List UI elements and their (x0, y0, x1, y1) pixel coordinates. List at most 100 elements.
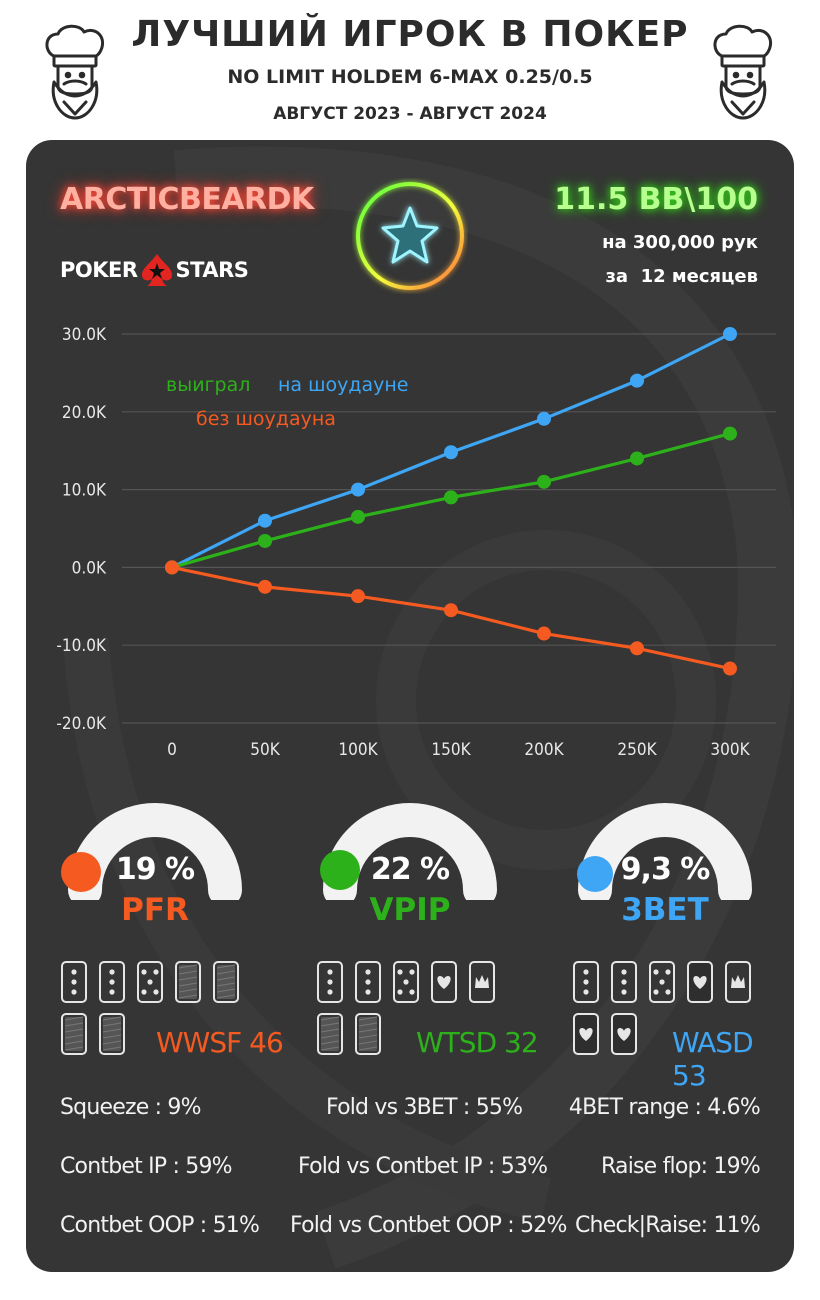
card-pip (365, 969, 371, 975)
card-back-line (64, 1028, 84, 1033)
series-point-0 (444, 445, 458, 460)
card-back-line (358, 1034, 378, 1039)
x-tick-label: 150K (431, 740, 471, 760)
card-back-line (102, 1022, 122, 1027)
series-point-1 (258, 533, 272, 548)
gauge-indicator (61, 852, 101, 892)
card-pip (365, 979, 371, 985)
card-pip (621, 979, 627, 985)
card-pip (327, 979, 333, 985)
card-pip (153, 969, 159, 975)
player-name: ARCTICBEARDK (60, 182, 314, 217)
card-pip (71, 989, 77, 995)
series-point-0 (630, 373, 644, 388)
stats-card: ARCTICBEARDK POKER STARS 11.5 BB\100 на … (26, 140, 794, 1272)
card-back-line (64, 1046, 84, 1051)
card-back-line (320, 1016, 340, 1021)
series-point-0 (723, 327, 737, 341)
card-pip (621, 969, 627, 975)
legend-showdown: на шоудауне (278, 374, 409, 396)
gauge-value: 9,3 % (620, 852, 711, 887)
card-pip (397, 989, 403, 995)
card-back-line (102, 1040, 122, 1045)
card-back-line (358, 1046, 378, 1051)
card-pip (141, 969, 147, 975)
card-back-line (178, 982, 198, 987)
gauge-label: VPIP (369, 892, 451, 928)
card-crown (731, 975, 745, 988)
stat-squeeze: Squeeze : 9% (60, 1095, 202, 1120)
card-back-pattern (359, 1017, 377, 1051)
card-back-line (64, 1040, 84, 1045)
stat-fold-vs-contbet-ip: Fold vs Contbet IP : 53% (298, 1154, 548, 1179)
card-back-line (102, 1046, 122, 1051)
card-pip (71, 979, 77, 985)
y-tick-label: -10.0K (56, 636, 107, 656)
card-back-line (216, 964, 236, 969)
x-tick-label: 250K (617, 740, 657, 760)
card-pip (583, 979, 589, 985)
series-point-0 (258, 513, 272, 528)
chart-series (165, 327, 737, 676)
x-tick-label: 300K (710, 740, 750, 760)
cards-wasd (573, 961, 751, 1055)
series-point-0 (351, 482, 365, 497)
series-point-0 (537, 411, 551, 426)
series-point-2 (165, 560, 179, 575)
spade-star-icon (141, 254, 172, 286)
card-back-pattern (321, 1017, 339, 1051)
chart-grid (122, 333, 776, 724)
card-pip (409, 989, 415, 995)
series-point-1 (351, 509, 365, 524)
legend-nonshowdown: без шоудауна (196, 408, 336, 430)
series-point-1 (630, 451, 644, 466)
gauge-3bet: 9,3 % 3BET (570, 800, 760, 940)
card-pip (665, 969, 671, 975)
y-tick-label: 30.0K (62, 325, 107, 345)
card-back-line (216, 970, 236, 975)
series-point-2 (351, 589, 365, 604)
card-back-line (64, 1016, 84, 1021)
card-back-line (358, 1028, 378, 1033)
y-tick-label: -20.0K (56, 714, 107, 734)
x-tick-label: 50K (250, 740, 280, 760)
background-decoration (63, 146, 794, 1269)
card-heart (579, 1028, 593, 1041)
card-back-line (358, 1040, 378, 1045)
stat-check-raise: Check|Raise: 11% (575, 1213, 761, 1238)
gauge-indicator (577, 856, 613, 892)
wwsf-stat: WWSF 46 (156, 1026, 284, 1059)
gauge-arc (577, 803, 752, 907)
page-title: ЛУЧШИЙ ИГРОК В ПОКЕР (131, 14, 689, 55)
card-pip (71, 969, 77, 975)
gauge-value: 22 % (370, 852, 450, 887)
period-subtitle: АВГУСТ 2023 - АВГУСТ 2024 (273, 104, 547, 124)
gauge-value: 19 % (115, 852, 195, 887)
card-heart (693, 976, 707, 989)
card-back-line (178, 976, 198, 981)
card-pip (397, 969, 403, 975)
wasd-stat: WASD 53 (672, 1026, 754, 1092)
card-back-pattern (217, 965, 235, 999)
series-point-1 (444, 490, 458, 505)
series-point-2 (258, 579, 272, 594)
card-back-line (216, 988, 236, 993)
stat-fold-vs-contbet-oop: Fold vs Contbet OOP : 52% (290, 1213, 567, 1238)
y-axis-ticks: 30.0K 20.0K 10.0K 0.0K -10.0K -20.0K (56, 325, 107, 734)
card-pip (109, 989, 115, 995)
x-tick-label: 200K (524, 740, 564, 760)
logo-text-right: STARS (175, 258, 249, 282)
months-count: за 12 месяцев (605, 266, 758, 287)
card-back-pattern (65, 1017, 83, 1051)
series-point-2 (723, 661, 737, 676)
card-pip (109, 969, 115, 975)
card-heart (437, 976, 451, 989)
card-back-line (358, 1022, 378, 1027)
winnings-chart: 30.0K 20.0K 10.0K 0.0K -10.0K -20.0K 0 50K 100K… (56, 325, 776, 760)
card-back-line (102, 1016, 122, 1021)
card-pip (365, 989, 371, 995)
card-pip (409, 969, 415, 975)
chef-king-icon-left (45, 24, 105, 120)
card-back-line (216, 994, 236, 999)
card-pip (327, 989, 333, 995)
